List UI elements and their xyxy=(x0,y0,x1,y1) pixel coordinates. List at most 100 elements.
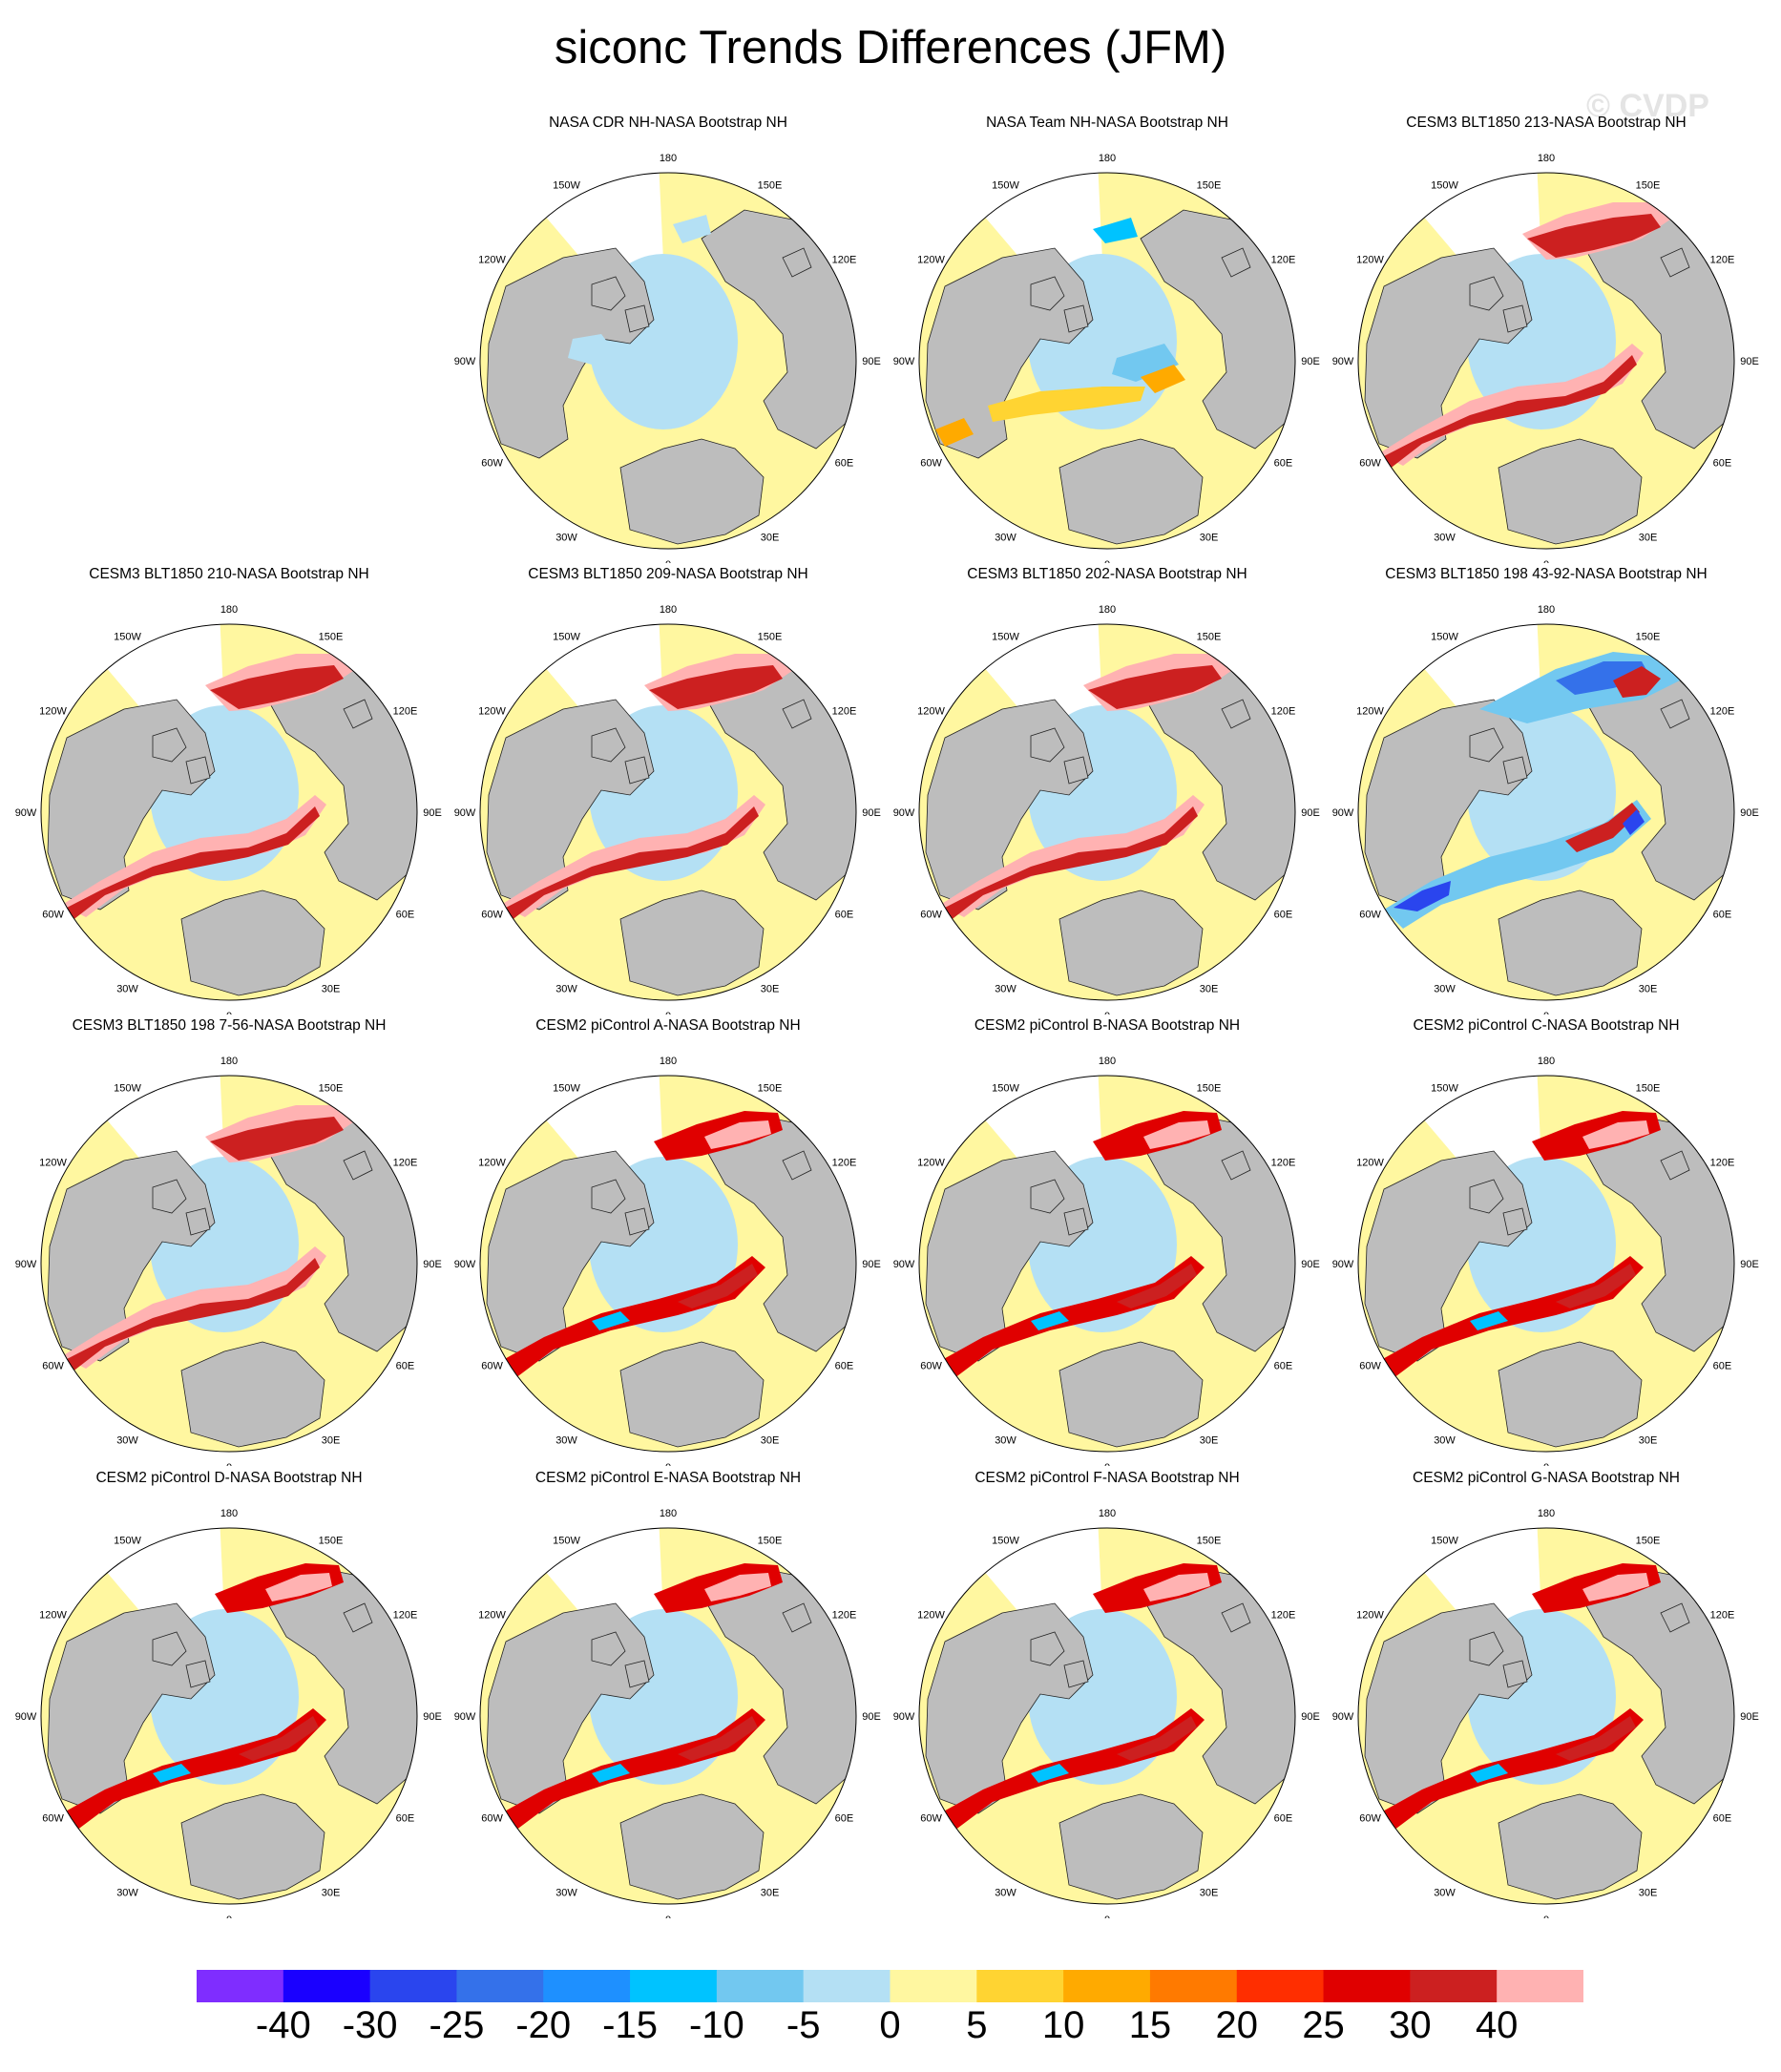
longitude-label: 60E xyxy=(835,1361,854,1372)
longitude-label: 0 xyxy=(665,1915,671,1918)
longitude-label: 120E xyxy=(393,706,418,718)
landmass xyxy=(1502,756,1528,785)
trend-region xyxy=(239,1716,319,1761)
longitude-label: 150W xyxy=(992,1536,1019,1547)
longitude-label: 30E xyxy=(1200,983,1219,994)
map-border xyxy=(1357,1075,1735,1453)
longitude-label: 60W xyxy=(1359,458,1381,470)
trend-region xyxy=(1141,365,1185,393)
longitude-label: 90W xyxy=(1332,1259,1354,1270)
longitude-label: 180 xyxy=(660,153,677,164)
colorbar-swatch xyxy=(803,1970,890,2002)
colorbar-tick-label: -10 xyxy=(688,2004,744,2046)
landmass xyxy=(180,1341,325,1448)
longitude-label: 0 xyxy=(1543,1462,1549,1466)
longitude-label: 180 xyxy=(1099,153,1116,164)
longitude-label: 30E xyxy=(1639,532,1658,543)
landmass xyxy=(624,304,650,333)
landmass xyxy=(1469,1179,1504,1214)
trend-region xyxy=(1117,1716,1197,1761)
longitude-label: 90W xyxy=(1332,807,1354,819)
longitude-label: 150W xyxy=(992,180,1019,192)
landmass xyxy=(1660,699,1690,729)
longitude-label: 30E xyxy=(761,1434,780,1446)
trend-region xyxy=(1470,1764,1508,1783)
longitude-label: 30E xyxy=(322,1434,341,1446)
longitude-label: 120E xyxy=(1710,706,1735,718)
longitude-label: 180 xyxy=(220,604,238,616)
landmass xyxy=(782,1602,812,1633)
landmass xyxy=(152,727,187,763)
map-panel: CESM2 piControl C-NASA Bootstrap NH 180 15… xyxy=(1327,1017,1766,1466)
longitude-label: 180 xyxy=(660,1508,677,1519)
longitude-label: 180 xyxy=(1538,153,1555,164)
trend-region xyxy=(678,1716,758,1761)
longitude-label: 60E xyxy=(1274,1361,1293,1372)
trend-region xyxy=(67,1258,320,1372)
map-border xyxy=(1357,623,1735,1001)
trend-region xyxy=(1527,214,1661,258)
longitude-label: 150W xyxy=(553,632,580,643)
landmass xyxy=(591,1179,626,1214)
map-panel: CESM2 piControl F-NASA Bootstrap NH 180 15… xyxy=(888,1470,1327,1918)
polar-map: 180 150E 120E 90E 60E 30E 0 30W 60W 90W 120W 150W xyxy=(893,153,1320,563)
colorbar-swatch xyxy=(976,1970,1064,2002)
polar-map: 180 150E 120E 90E 60E 30E 0 30W 60W 90W 120W 150W xyxy=(15,1056,442,1466)
landmass xyxy=(1058,1341,1204,1448)
trend-region xyxy=(1556,661,1651,695)
longitude-label: 150W xyxy=(992,632,1019,643)
longitude-label: 120E xyxy=(1271,255,1296,266)
colorbar-tick-label: 25 xyxy=(1302,2004,1345,2046)
longitude-label: 0 xyxy=(226,1915,232,1918)
trend-region xyxy=(940,1256,1205,1378)
colorbar-swatch xyxy=(456,1970,544,2002)
longitude-label: 30E xyxy=(1639,1887,1658,1898)
map-panel: CESM2 piControl A-NASA Bootstrap NH 180 15… xyxy=(449,1017,888,1466)
polar-map: 180 150E 120E 90E 60E 30E 0 30W 60W 90W 120W 150W xyxy=(15,1508,442,1918)
trend-region xyxy=(1117,1264,1197,1308)
trend-region xyxy=(673,215,711,243)
longitude-label: 120W xyxy=(917,1158,945,1169)
longitude-label: 60W xyxy=(481,458,503,470)
longitude-label: 60E xyxy=(1274,1813,1293,1825)
colorbar-swatch xyxy=(1323,1970,1411,2002)
longitude-label: 0 xyxy=(226,1011,232,1015)
longitude-label: 30E xyxy=(1200,1434,1219,1446)
map-border xyxy=(40,1527,418,1905)
longitude-label: 180 xyxy=(1099,1508,1116,1519)
polar-map: 180 150E 120E 90E 60E 30E 0 30W 60W 90W 120W 150W xyxy=(1332,1508,1759,1918)
longitude-label: 180 xyxy=(1538,604,1555,616)
landmass xyxy=(624,756,650,785)
map-panel: CESM2 piControl E-NASA Bootstrap NH 180 15… xyxy=(449,1470,888,1918)
longitude-label: 90E xyxy=(1740,1259,1759,1270)
landmass xyxy=(1030,276,1065,311)
trend-region xyxy=(1143,1120,1210,1149)
longitude-label: 60E xyxy=(396,1813,415,1825)
longitude-label: 60E xyxy=(396,1361,415,1372)
longitude-label: 180 xyxy=(1099,604,1116,616)
longitude-label: 120W xyxy=(1356,255,1384,266)
longitude-label: 150E xyxy=(1636,632,1661,643)
longitude-label: 120E xyxy=(1710,1158,1735,1169)
trend-region xyxy=(1031,1764,1069,1783)
landmass xyxy=(152,1631,187,1666)
landmass xyxy=(1030,1179,1065,1214)
colorbar-tick-label: -5 xyxy=(786,2004,821,2046)
longitude-label: 30W xyxy=(555,983,577,994)
landmass xyxy=(619,889,765,996)
longitude-label: 0 xyxy=(226,1462,232,1466)
longitude-label: 90E xyxy=(862,807,881,819)
longitude-label: 150E xyxy=(758,1536,783,1547)
landmass xyxy=(619,438,765,545)
panel-title: NASA Team NH-NASA Bootstrap NH xyxy=(986,115,1228,131)
longitude-label: 120E xyxy=(832,1610,857,1622)
polar-map: 180 150E 120E 90E 60E 30E 0 30W 60W 90W 120W 150W xyxy=(893,604,1320,1015)
longitude-label: 60E xyxy=(1713,1361,1732,1372)
longitude-label: 0 xyxy=(1104,559,1110,563)
longitude-label: 30E xyxy=(761,1887,780,1898)
longitude-label: 90W xyxy=(893,1711,915,1723)
panel-title: CESM2 piControl G-NASA Bootstrap NH xyxy=(1413,1470,1680,1486)
trend-region xyxy=(1623,809,1645,835)
longitude-label: 60E xyxy=(396,910,415,921)
map-border xyxy=(479,623,857,1001)
